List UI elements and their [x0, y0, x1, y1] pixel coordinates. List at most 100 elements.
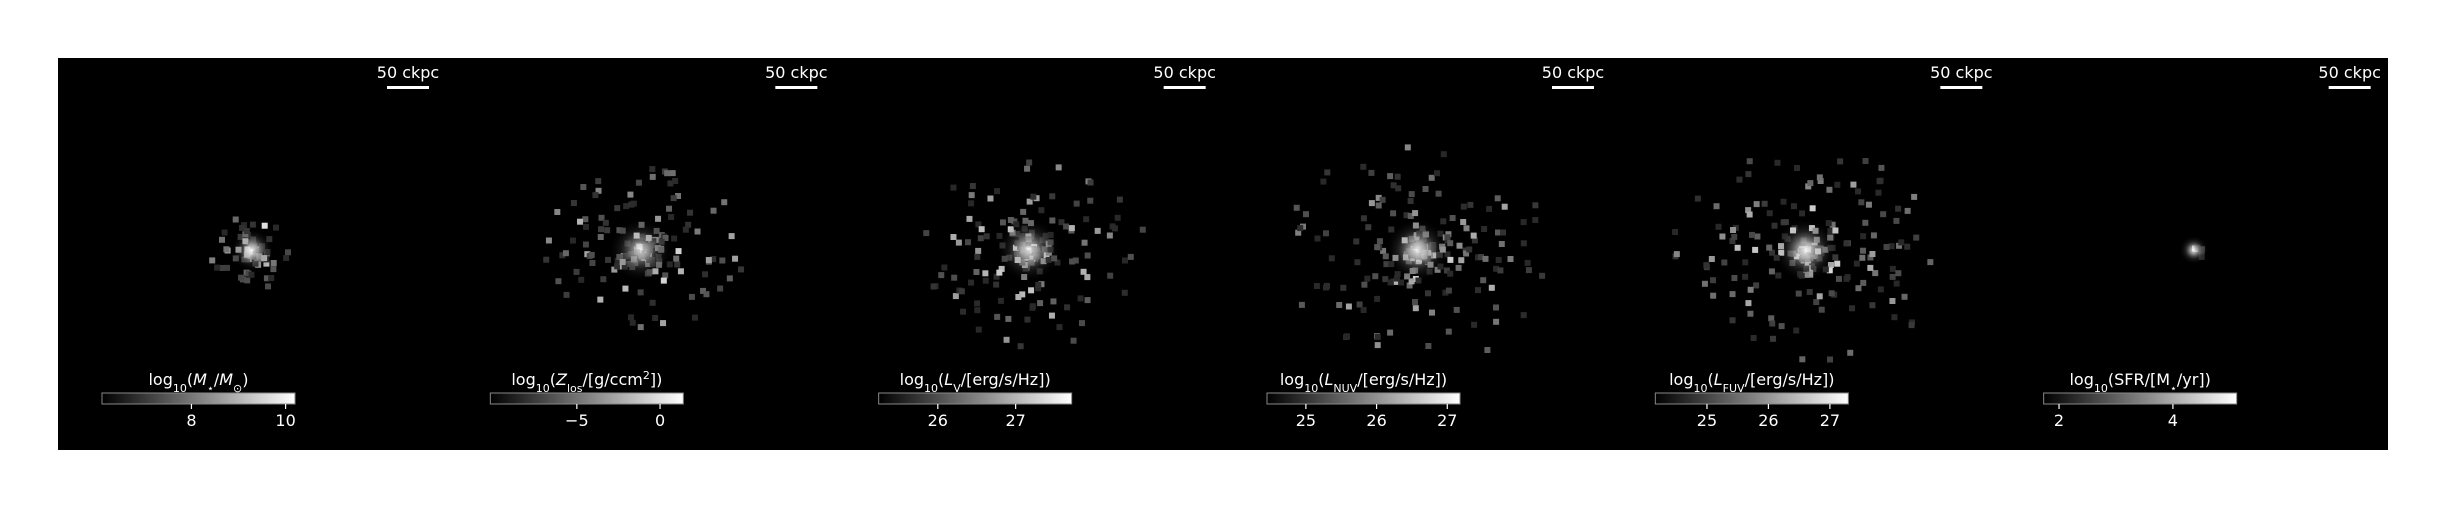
pixel [1794, 165, 1801, 171]
pixel [1859, 254, 1866, 261]
pixel [223, 246, 230, 253]
pixel [923, 230, 930, 237]
pixel [1460, 203, 1467, 210]
pixel [1731, 275, 1738, 281]
pixel [588, 251, 595, 258]
panel: 50 ckpc log10(LNUV/[erg/s/Hz]) 25 26 27 [1266, 63, 1604, 430]
pixel [1368, 169, 1375, 176]
label-segment: (SFR/[M [2108, 370, 2170, 389]
pixel [1111, 225, 1118, 232]
pixel [1850, 181, 1857, 188]
pixel [1412, 305, 1419, 312]
pixel [1398, 279, 1405, 286]
pixel [958, 288, 965, 295]
pixel [1891, 314, 1898, 321]
label-segment: los [567, 382, 583, 395]
pixel [1742, 273, 1749, 280]
pixel [1429, 309, 1435, 316]
label-segment: L [944, 370, 953, 389]
label-segment: log [511, 370, 535, 389]
pixel [1073, 200, 1080, 207]
label-segment: ( [938, 370, 944, 389]
pixel [1455, 264, 1462, 271]
pixel [1766, 244, 1773, 251]
pixel [662, 272, 669, 279]
pixel [1834, 181, 1841, 188]
pixel [597, 234, 604, 240]
pixel [1083, 216, 1090, 223]
pixel [1425, 343, 1432, 349]
pixel [1730, 227, 1737, 233]
pixel [1412, 299, 1418, 305]
pixel [1731, 233, 1738, 240]
pixel [1380, 247, 1387, 254]
pixel [1361, 281, 1368, 288]
pixel [982, 277, 989, 284]
pixel [1019, 291, 1026, 298]
pixel [1793, 327, 1800, 334]
pixel [221, 229, 228, 236]
pixel [1314, 235, 1321, 242]
pixel [1825, 220, 1832, 227]
label-segment: M [219, 370, 233, 389]
pixel [1913, 234, 1920, 241]
pixel [1475, 287, 1481, 294]
pixel [1024, 316, 1031, 323]
pixel [649, 173, 656, 180]
colorbar [101, 392, 296, 405]
label-segment: /[g/ccm [582, 370, 642, 389]
label-segment: /[erg/s/Hz]) [1745, 370, 1835, 389]
pixel [1747, 286, 1754, 293]
pixel [1084, 297, 1091, 304]
pixel [1340, 284, 1347, 291]
pixel [1007, 217, 1014, 223]
colorbar-tick-label: 26 [928, 411, 948, 430]
pixel [1406, 282, 1413, 289]
pixel [960, 308, 967, 315]
pixel [1390, 278, 1397, 285]
pixel [1353, 238, 1360, 245]
pixel [1390, 182, 1397, 189]
colorbar [1654, 392, 1849, 405]
pixel [1365, 224, 1372, 231]
pixel [1729, 317, 1736, 324]
pixel [1745, 207, 1752, 214]
pixel [1867, 254, 1874, 261]
label-segment: 10 [1694, 382, 1708, 395]
pixel [1768, 315, 1775, 322]
pixel [983, 233, 990, 240]
pixel [270, 260, 277, 266]
pixel [1855, 188, 1862, 195]
colorbar-tick-label: 27 [1437, 411, 1457, 430]
pixel [1498, 241, 1505, 247]
pixel [1482, 255, 1489, 262]
pixel [1761, 200, 1768, 207]
pixel [628, 314, 635, 321]
pixel [655, 215, 662, 222]
pixel [283, 255, 290, 261]
label-segment: NUV [1333, 382, 1357, 395]
pixel [1070, 337, 1077, 344]
pixel [1860, 233, 1867, 240]
scale-bar [775, 86, 818, 89]
pixel [1768, 268, 1775, 275]
panel: 50 ckpc log10(LV/[erg/s/Hz]) 26 27 [878, 63, 1216, 430]
scale-bar-label: 50 ckpc [1153, 63, 1215, 82]
pixel [951, 274, 958, 281]
pixel [952, 293, 959, 300]
pixel [1035, 285, 1042, 292]
pixel [1069, 258, 1076, 265]
pixel [1860, 247, 1867, 254]
galaxy-core [996, 218, 1061, 283]
pixel [968, 200, 975, 207]
pixel [1770, 335, 1777, 342]
label-segment: ) [242, 370, 248, 389]
pixel [1862, 158, 1869, 164]
pixel [688, 293, 695, 300]
pixel [1379, 196, 1386, 203]
colorbar-tick-label: −5 [565, 411, 589, 430]
pixel [1488, 284, 1495, 291]
pixel [717, 285, 724, 292]
pixel [1501, 203, 1508, 210]
pixel [1898, 239, 1905, 246]
